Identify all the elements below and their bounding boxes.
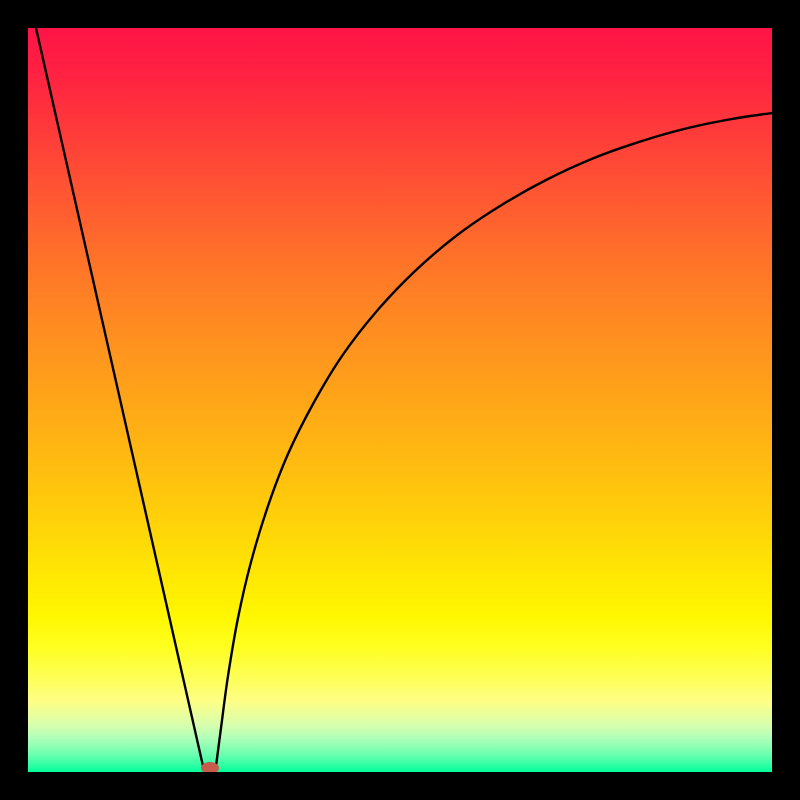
curve-overlay [28,28,772,772]
frame-left [0,0,28,800]
plot-area [28,28,772,772]
curve-left-segment [36,28,203,766]
frame-bottom [0,772,800,800]
frame-right [772,0,800,800]
frame-top [0,0,800,28]
chart-container: TheBottlenecker.com [0,0,800,800]
curve-right-segment [216,113,772,766]
